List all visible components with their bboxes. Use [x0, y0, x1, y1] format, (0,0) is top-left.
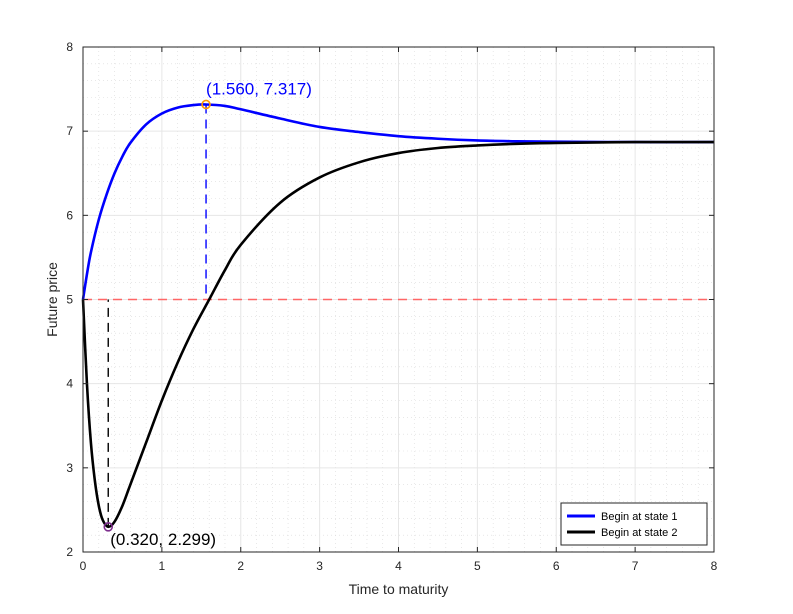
x-tick-label: 4 [395, 559, 402, 573]
x-tick-label: 0 [80, 559, 87, 573]
legend-entry-state-2: Begin at state 2 [601, 527, 677, 539]
y-tick-label: 6 [66, 208, 73, 222]
annotation-label-1: (1.560, 7.317) [206, 79, 312, 98]
annotation-marker-2 [103, 522, 114, 532]
x-tick-label: 2 [237, 559, 244, 573]
reference-lines [83, 104, 714, 527]
y-tick-label: 7 [66, 124, 73, 138]
x-axis-label: Time to maturity [349, 581, 449, 597]
legend-entry-state-1: Begin at state 1 [601, 511, 677, 523]
series-line-state-1 [81, 103, 715, 300]
y-tick-label: 4 [66, 377, 73, 391]
annotation-markers: (1.560, 7.317) (0.320, 2.299) [103, 79, 312, 549]
annotation-label-2: (0.320, 2.299) [110, 530, 216, 549]
legend: Begin at state 1 Begin at state 2 [560, 502, 708, 546]
axis-ticks: 0 1 2 3 4 5 6 7 8 2 3 4 5 6 7 8 [66, 40, 717, 573]
series-lines [81, 103, 715, 529]
annotation-marker-1 [201, 99, 211, 110]
x-tick-label: 5 [474, 559, 481, 573]
y-tick-label: 2 [66, 545, 73, 559]
y-tick-label: 3 [66, 461, 73, 475]
legend-box [560, 502, 708, 546]
x-tick-label: 1 [159, 559, 166, 573]
series-line-state-2 [81, 140, 715, 529]
y-tick-label: 8 [66, 40, 73, 54]
y-tick-label: 5 [66, 293, 73, 307]
y-axis-label: Future price [44, 262, 60, 337]
x-tick-label: 3 [316, 559, 323, 573]
x-tick-label: 6 [553, 559, 560, 573]
x-tick-label: 7 [632, 559, 639, 573]
x-tick-label: 8 [711, 559, 718, 573]
